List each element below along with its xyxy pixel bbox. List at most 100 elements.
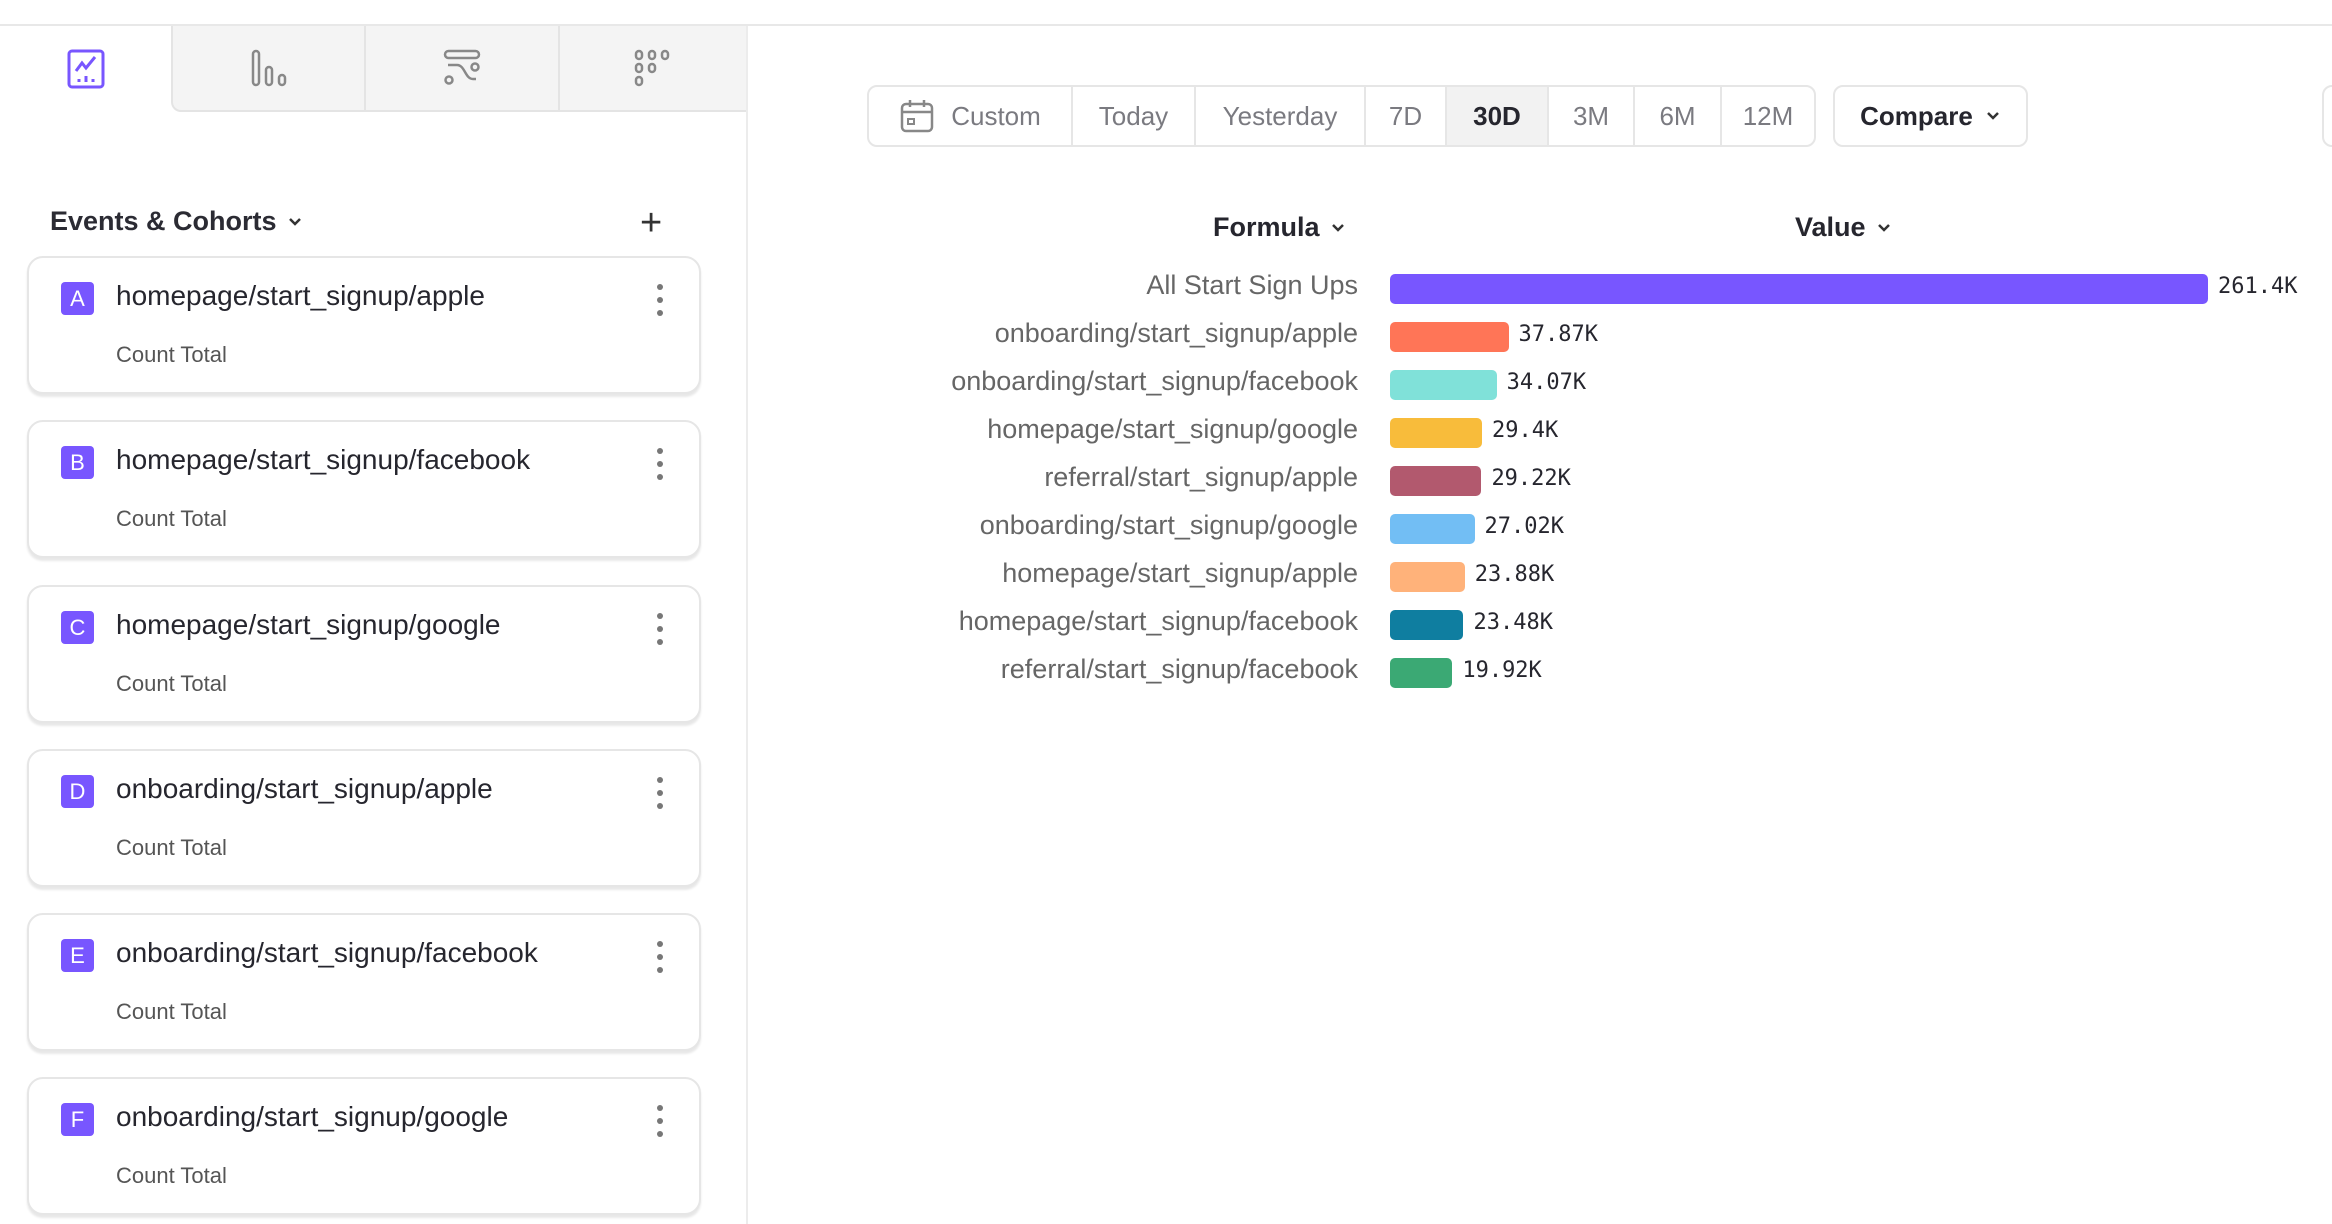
- value-column-header[interactable]: Value: [1795, 212, 1892, 243]
- toolbar-button-offscreen[interactable]: [2322, 85, 2332, 147]
- data-label: 29.4K: [1492, 418, 1559, 443]
- chevron-down-icon: [1986, 112, 1999, 120]
- event-letter-badge: D: [61, 775, 94, 808]
- event-measure[interactable]: Count Total: [116, 506, 227, 531]
- insights-chart-icon: [67, 49, 104, 89]
- event-card[interactable]: B homepage/start_signup/facebook Count T…: [27, 420, 701, 558]
- category-label: homepage/start_signup/apple: [1002, 558, 1358, 588]
- date-12m-button[interactable]: 12M: [1742, 100, 1794, 131]
- event-measure[interactable]: Count Total: [116, 671, 227, 696]
- chart-row[interactable]: onboarding/start_signup/apple 37.87K: [0, 316, 2332, 356]
- event-card[interactable]: E onboarding/start_signup/facebook Count…: [27, 913, 701, 1051]
- section-title: Events & Cohorts: [50, 206, 277, 236]
- event-card[interactable]: A homepage/start_signup/apple Count Tota…: [27, 256, 701, 394]
- event-measure[interactable]: Count Total: [116, 1163, 227, 1188]
- bar[interactable]: [1390, 418, 1482, 448]
- chart-row[interactable]: referral/start_signup/apple 29.22K: [0, 460, 2332, 500]
- bar[interactable]: [1390, 274, 2208, 304]
- chart-row[interactable]: homepage/start_signup/apple 23.88K: [0, 556, 2332, 596]
- data-label: 261.4K: [2218, 274, 2298, 299]
- data-label: 34.07K: [1506, 370, 1587, 395]
- event-card[interactable]: D onboarding/start_signup/apple Count To…: [27, 749, 701, 887]
- data-label: 23.88K: [1474, 562, 1555, 587]
- event-letter-badge: E: [61, 939, 94, 972]
- data-label: 37.87K: [1518, 322, 1598, 347]
- date-30d-button[interactable]: 30D: [1447, 87, 1549, 145]
- event-letter-badge: F: [61, 1103, 94, 1136]
- bar[interactable]: [1390, 322, 1509, 352]
- chart-row[interactable]: referral/start_signup/facebook 19.92K: [0, 652, 2332, 692]
- tab-funnels[interactable]: [171, 26, 364, 112]
- category-label: referral/start_signup/apple: [1044, 462, 1358, 492]
- chevron-down-icon: [1877, 223, 1890, 232]
- event-measure[interactable]: Count Total: [116, 999, 227, 1024]
- event-name[interactable]: onboarding/start_signup/apple: [116, 773, 493, 804]
- event-name[interactable]: homepage/start_signup/apple: [116, 280, 485, 311]
- formula-column-header[interactable]: Formula: [1213, 212, 1346, 243]
- tab-flows[interactable]: [364, 26, 558, 112]
- event-name[interactable]: onboarding/start_signup/google: [116, 1101, 509, 1132]
- chart-row[interactable]: homepage/start_signup/google 29.4K: [0, 412, 2332, 452]
- compare-label: Compare: [1860, 100, 1973, 131]
- chart-row[interactable]: All Start Sign Ups 261.4K: [0, 268, 2332, 308]
- bar[interactable]: [1390, 658, 1453, 688]
- bar[interactable]: [1390, 514, 1475, 544]
- formula-header-label: Formula: [1213, 212, 1320, 242]
- more-options-icon[interactable]: [655, 448, 665, 480]
- more-options-icon[interactable]: [655, 284, 665, 316]
- bar[interactable]: [1390, 562, 1465, 592]
- chart-row[interactable]: onboarding/start_signup/facebook 34.07K: [0, 364, 2332, 404]
- event-card[interactable]: C homepage/start_signup/google Count Tot…: [27, 585, 701, 723]
- category-label: onboarding/start_signup/google: [979, 510, 1358, 540]
- more-options-icon[interactable]: [655, 777, 665, 809]
- event-letter-badge: A: [61, 282, 94, 315]
- sidebar: Events & Cohorts + A homepage/start_sign…: [0, 26, 748, 1224]
- event-measure[interactable]: Count Total: [116, 835, 227, 860]
- event-letter-badge: B: [61, 446, 94, 479]
- event-letter-badge: C: [61, 611, 94, 644]
- date-7d-button[interactable]: 7D: [1366, 87, 1447, 145]
- more-options-icon[interactable]: [655, 1105, 665, 1137]
- date-range-selector: Custom Today Yesterday 7D 30D 3M 6M 12M: [867, 85, 1816, 147]
- chart-row[interactable]: onboarding/start_signup/google 27.02K: [0, 508, 2332, 548]
- value-header-label: Value: [1795, 212, 1866, 242]
- category-label: homepage/start_signup/facebook: [958, 606, 1358, 636]
- date-custom-button[interactable]: Custom: [869, 87, 1073, 145]
- event-measure[interactable]: Count Total: [116, 342, 227, 367]
- chevron-down-icon: [1331, 223, 1344, 232]
- date-today-button[interactable]: Today: [1073, 87, 1196, 145]
- chevron-down-icon: [288, 217, 301, 226]
- tab-retention[interactable]: [558, 26, 746, 112]
- data-label: 29.22K: [1491, 466, 1571, 491]
- more-options-icon[interactable]: [655, 941, 665, 973]
- bar[interactable]: [1390, 610, 1464, 640]
- report-type-tabs: [0, 26, 746, 112]
- category-label: All Start Sign Ups: [1146, 270, 1358, 300]
- category-label: onboarding/start_signup/apple: [994, 318, 1358, 348]
- event-name[interactable]: homepage/start_signup/facebook: [116, 444, 531, 475]
- category-label: onboarding/start_signup/facebook: [951, 366, 1358, 396]
- chart-row[interactable]: homepage/start_signup/facebook 23.48K: [0, 604, 2332, 644]
- tab-insights[interactable]: [0, 26, 171, 112]
- date-3m-button[interactable]: 3M: [1549, 87, 1635, 145]
- top-divider: [0, 24, 2332, 26]
- event-card[interactable]: F onboarding/start_signup/google Count T…: [27, 1077, 701, 1215]
- date-yesterday-button[interactable]: Yesterday: [1196, 87, 1366, 145]
- funnels-bar-icon: [251, 49, 286, 87]
- bar[interactable]: [1390, 370, 1497, 400]
- data-label: 23.48K: [1473, 610, 1553, 635]
- category-label: homepage/start_signup/google: [987, 414, 1358, 444]
- event-name[interactable]: homepage/start_signup/google: [116, 609, 501, 640]
- data-label: 27.02K: [1484, 514, 1565, 539]
- add-event-button[interactable]: +: [640, 202, 663, 244]
- date-6m-button[interactable]: 6M: [1635, 87, 1722, 145]
- event-name[interactable]: onboarding/start_signup/facebook: [116, 937, 538, 968]
- events-cohorts-dropdown[interactable]: Events & Cohorts: [50, 206, 303, 237]
- compare-dropdown[interactable]: Compare: [1833, 85, 2028, 147]
- retention-dots-icon: [634, 49, 670, 87]
- category-label: referral/start_signup/facebook: [1000, 654, 1358, 684]
- more-options-icon[interactable]: [655, 613, 665, 645]
- calendar-icon: [900, 100, 934, 133]
- date-custom-label: Custom: [951, 100, 1041, 131]
- bar[interactable]: [1390, 466, 1482, 496]
